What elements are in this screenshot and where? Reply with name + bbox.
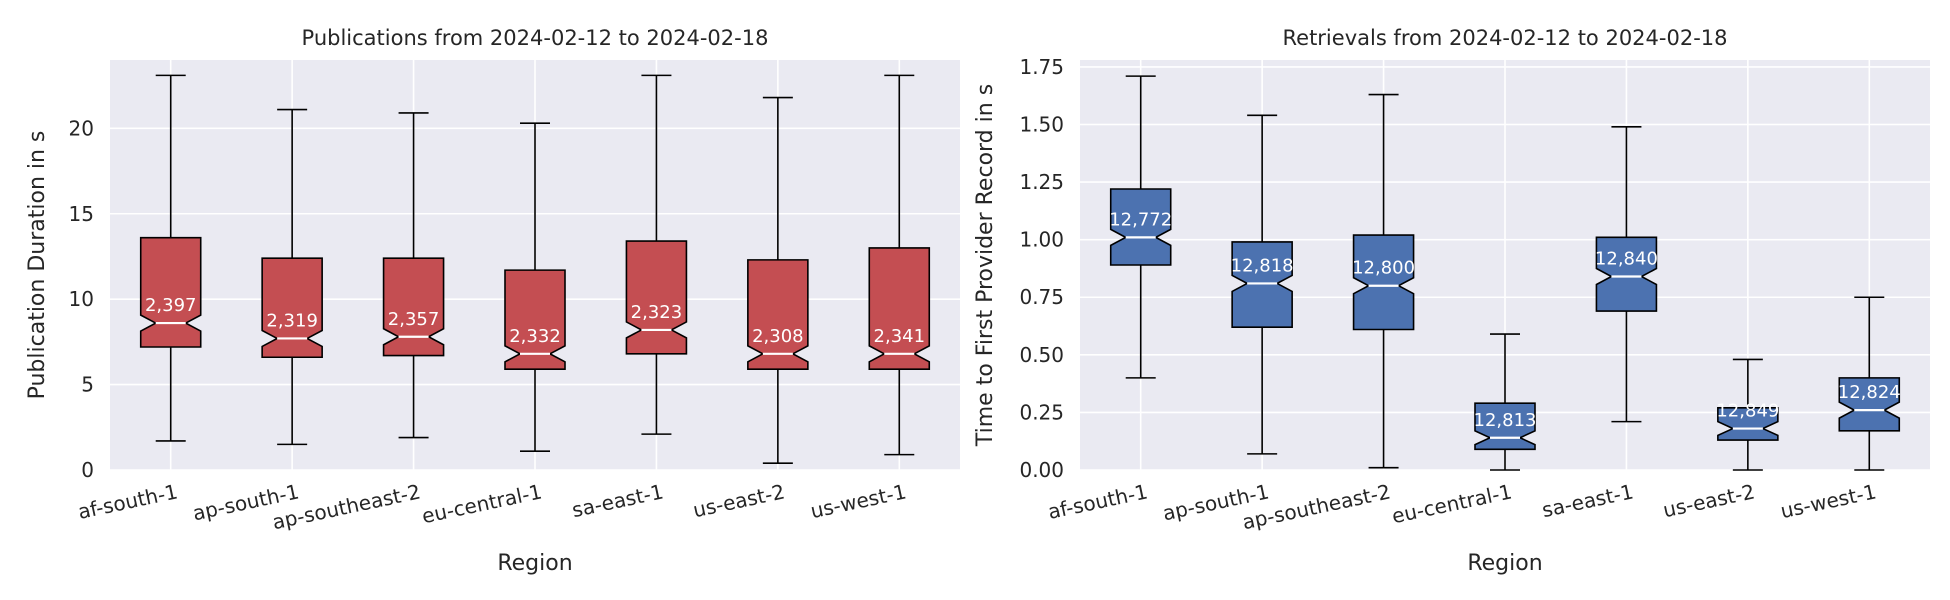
retrievals-y-tick-label: 1.75 — [1019, 55, 1064, 79]
publications-y-tick-label: 0 — [81, 458, 94, 482]
publications-y-tick-label: 10 — [69, 287, 94, 311]
count-label: 12,824 — [1838, 382, 1901, 403]
publications-y-label: Publication Duration in s — [25, 131, 50, 400]
publications-box-ap-southeast-2: 2,357 — [382, 112, 445, 439]
retrievals-box-us-west-1: 12,824 — [1838, 296, 1901, 471]
retrievals-y-label: Time to First Provider Record in s — [973, 84, 998, 447]
retrievals-y-ticks: 0.00 0.25 0.50 0.75 1.00 1.25 1.50 1.75 — [1019, 55, 1064, 482]
retrievals-boxes: 12,772 12,818 12,800 12,813 12,840 12,849 12,8… — [1109, 75, 1901, 471]
count-label: 12,849 — [1716, 401, 1779, 422]
box-body — [625, 240, 688, 355]
publications-x-label: Region — [497, 551, 572, 576]
publications-box-us-east-2: 2,308 — [747, 96, 809, 464]
box-body — [139, 236, 202, 348]
retrievals-y-tick-label: 1.50 — [1019, 112, 1064, 136]
count-label: 12,772 — [1109, 209, 1172, 230]
publications-box-eu-central-1: 2,332 — [504, 122, 566, 453]
box-body — [1109, 188, 1172, 266]
publications-box-af-south-1: 2,397 — [139, 74, 202, 442]
count-label: 2,332 — [509, 326, 561, 347]
retrievals-box-sa-east-1: 12,840 — [1595, 125, 1658, 423]
count-label: 12,800 — [1352, 258, 1415, 279]
retrievals-chart: 12,772 12,818 12,800 12,813 12,840 12,849 12,8… — [973, 26, 1930, 576]
publications-box-us-west-1: 2,341 — [868, 74, 931, 456]
retrievals-box-us-east-2: 12,849 — [1716, 358, 1779, 471]
retrievals-x-label: Region — [1467, 551, 1542, 576]
count-label: 2,397 — [145, 295, 197, 316]
box-body — [1838, 377, 1901, 432]
retrievals-y-tick-label: 0.75 — [1019, 285, 1064, 309]
retrievals-title: Retrievals from 2024-02-12 to 2024-02-18 — [1283, 26, 1728, 50]
publications-box-ap-south-1: 2,319 — [261, 108, 323, 446]
retrievals-box-eu-central-1: 12,813 — [1474, 333, 1537, 471]
box-body — [1231, 241, 1293, 328]
count-label: 12,840 — [1595, 249, 1658, 270]
count-label: 2,319 — [266, 310, 318, 331]
publications-title: Publications from 2024-02-12 to 2024-02-… — [302, 26, 769, 50]
retrievals-y-tick-label: 1.25 — [1019, 170, 1064, 194]
retrievals-y-tick-label: 1.00 — [1019, 228, 1064, 252]
count-label: 2,357 — [388, 309, 440, 330]
retrievals-y-tick-label: 0.25 — [1019, 400, 1064, 424]
retrievals-box-af-south-1: 12,772 — [1109, 75, 1172, 379]
box-body — [1595, 236, 1658, 312]
count-label: 2,308 — [752, 326, 804, 347]
box-body — [1352, 234, 1415, 331]
retrievals-y-tick-label: 0.00 — [1019, 458, 1064, 482]
publications-y-tick-label: 15 — [69, 202, 94, 226]
publications-y-tick-label: 5 — [81, 373, 94, 397]
retrievals-box-ap-south-1: 12,818 — [1231, 114, 1294, 455]
retrievals-y-tick-label: 0.50 — [1019, 343, 1064, 367]
box-body — [1717, 407, 1779, 441]
box-body — [382, 257, 445, 357]
publications-y-tick-label: 20 — [69, 116, 94, 140]
publications-y-ticks: 0 5 10 15 20 — [69, 116, 94, 482]
box-body — [504, 269, 566, 371]
count-label: 2,341 — [874, 326, 926, 347]
box-body — [747, 259, 809, 371]
publications-boxes: 2,397 2,319 2,357 2,332 2,323 2,308 2,341 — [139, 74, 931, 464]
retrievals-box-ap-southeast-2: 12,800 — [1352, 93, 1415, 469]
count-label: 12,813 — [1474, 410, 1537, 431]
box-body — [868, 247, 931, 371]
count-label: 2,323 — [631, 302, 683, 323]
publications-box-sa-east-1: 2,323 — [625, 74, 688, 435]
publications-chart: 2,397 2,319 2,357 2,332 2,323 2,308 2,341 0 5 10… — [25, 26, 960, 576]
box-body — [261, 257, 323, 359]
count-label: 12,818 — [1231, 255, 1294, 276]
